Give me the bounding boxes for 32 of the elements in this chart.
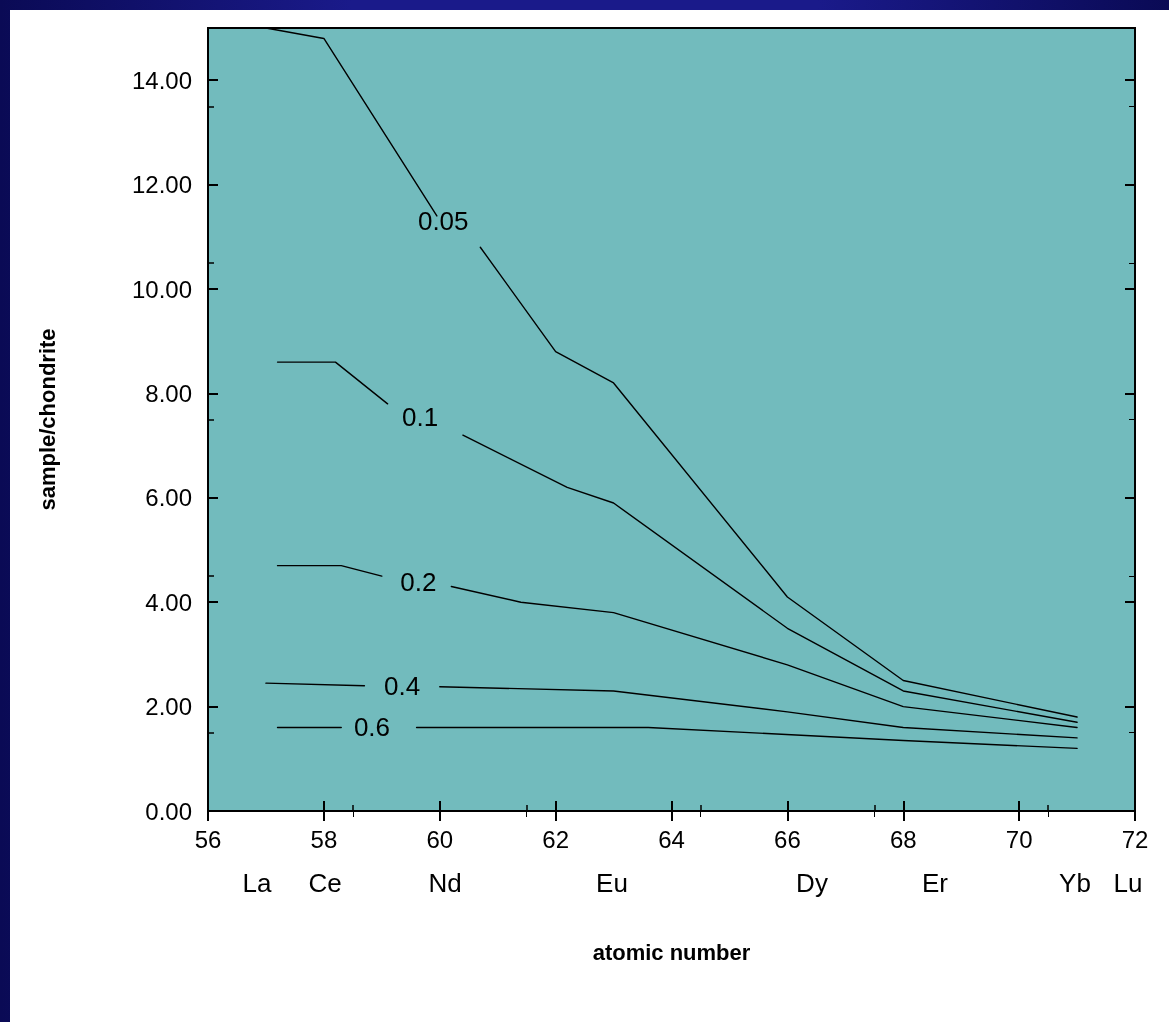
series-label: 0.1 [401,402,439,433]
y-tick-label: 12.00 [131,171,192,199]
text: Yb [1059,868,1091,898]
series-label: 0.4 [384,671,421,702]
y-tick-label: 0.00 [145,797,192,825]
y-tick-label: 6.00 [145,484,192,512]
text: Er [922,868,949,898]
y-tick-label: 14.00 [131,66,192,94]
x-tick-label: 62 [542,825,569,853]
y-axis-title: sample/chondrite [34,328,60,511]
text: Lu [1113,868,1143,898]
x-tick-label: 56 [194,825,222,853]
text: Eu [596,868,628,898]
x-tick-label: 60 [426,825,454,853]
series-label: 0.05 [417,205,469,236]
x-tick-label: 64 [658,825,685,853]
text: La [242,868,272,898]
x-tick-label: 70 [1005,825,1033,853]
series-label: 0.2 [400,566,437,597]
text: Ce [308,868,342,898]
text: Nd [428,868,462,898]
x-axis-title: atomic number [592,939,751,965]
x-tick-label: 66 [774,825,801,853]
y-tick-label: 8.00 [145,379,192,407]
x-tick-label: 58 [310,825,338,853]
text: Dy [796,868,828,898]
series-label: 0.6 [353,712,391,743]
x-tick-label: 72 [1121,825,1149,853]
y-tick-label: 2.00 [145,693,192,721]
y-tick-label: 4.00 [145,588,192,616]
x-tick-label: 68 [889,825,917,853]
y-tick-label: 10.00 [131,275,192,303]
